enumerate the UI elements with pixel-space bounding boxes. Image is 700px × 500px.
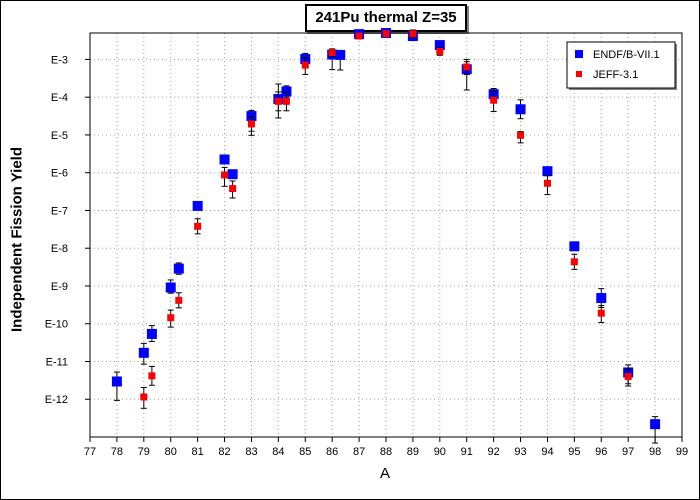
data-point (569, 241, 580, 252)
data-point (490, 96, 498, 104)
data-point (597, 309, 605, 317)
series-ENDF/B-VII.1 (111, 28, 661, 444)
x-tick-label: 84 (272, 446, 284, 458)
legend-label: JEFF-3.1 (593, 69, 638, 81)
data-point (167, 314, 175, 322)
y-tick-label: E-3 (51, 54, 68, 66)
x-tick-label: 98 (649, 446, 661, 458)
data-point (282, 97, 290, 105)
x-tick-label: 88 (380, 446, 392, 458)
data-point (335, 49, 346, 60)
x-tick-label: 77 (84, 446, 96, 458)
data-point (146, 328, 157, 339)
data-point (194, 222, 202, 230)
y-tick-label: E-7 (51, 205, 68, 217)
x-tick-label: 92 (488, 446, 500, 458)
data-point (148, 372, 156, 380)
y-tick-label: E-11 (46, 356, 68, 368)
x-tick-label: 78 (111, 446, 123, 458)
x-tick-label: 87 (353, 446, 365, 458)
y-tick-label: E-12 (45, 394, 68, 406)
data-series (111, 28, 661, 444)
data-point (274, 97, 282, 105)
legend-box (566, 41, 676, 89)
data-point (355, 32, 363, 40)
x-tick-label: 80 (165, 446, 177, 458)
data-point (382, 30, 390, 38)
data-point (247, 120, 255, 128)
legend-marker (575, 50, 583, 58)
data-point (175, 296, 183, 304)
data-point (542, 166, 553, 177)
y-tick-label: E-6 (51, 168, 68, 180)
x-tick-label: 96 (595, 446, 607, 458)
data-point (227, 169, 238, 180)
data-point (570, 258, 578, 266)
x-tick-label: 95 (568, 446, 580, 458)
data-point (409, 30, 417, 38)
data-point (436, 48, 444, 56)
x-tick-label: 97 (622, 446, 634, 458)
x-tick-label: 90 (434, 446, 446, 458)
data-point (192, 200, 203, 211)
x-tick-label: 93 (514, 446, 526, 458)
data-point (229, 185, 237, 193)
x-tick-label: 91 (461, 446, 473, 458)
x-tick-label: 94 (541, 446, 553, 458)
y-tick-label: E-8 (51, 243, 68, 255)
data-point (517, 131, 525, 139)
data-point (221, 171, 229, 179)
data-point (328, 49, 336, 57)
data-point (543, 179, 551, 187)
legend-marker (576, 71, 582, 77)
data-point (111, 376, 122, 387)
x-tick-label: 82 (218, 446, 230, 458)
y-tick-label: E-10 (45, 319, 68, 331)
data-point (140, 393, 148, 401)
x-tick-label: 89 (407, 446, 419, 458)
data-point (138, 347, 149, 358)
data-point (596, 293, 607, 304)
x-tick-label: 81 (192, 446, 204, 458)
data-point (434, 40, 445, 51)
data-point (173, 263, 184, 274)
data-point (165, 282, 176, 293)
axis-ticks: 77 78 79 80 81 82 83 84 85 86 87 88 89 90 91 92 93 94 95 96… (45, 54, 688, 458)
data-point (650, 419, 661, 430)
data-point (624, 373, 632, 381)
x-tick-label: 79 (138, 446, 150, 458)
y-tick-label: E-9 (51, 281, 68, 293)
y-tick-label: E-5 (51, 130, 68, 142)
data-point (463, 63, 471, 71)
x-tick-label: 99 (676, 446, 688, 458)
x-tick-label: 86 (326, 446, 338, 458)
series-JEFF-3.1 (140, 29, 632, 409)
data-point (219, 154, 230, 165)
data-point (515, 104, 526, 115)
x-tick-label: 85 (299, 446, 311, 458)
data-point (301, 61, 309, 69)
x-tick-label: 83 (245, 446, 257, 458)
legend-label: ENDF/B-VII.1 (593, 49, 660, 61)
x-axis-label: A (379, 465, 390, 482)
grid (90, 33, 682, 437)
y-tick-label: E-4 (51, 92, 68, 104)
legend: ENDF/B-VII.1 JEFF-3.1 (566, 41, 677, 90)
